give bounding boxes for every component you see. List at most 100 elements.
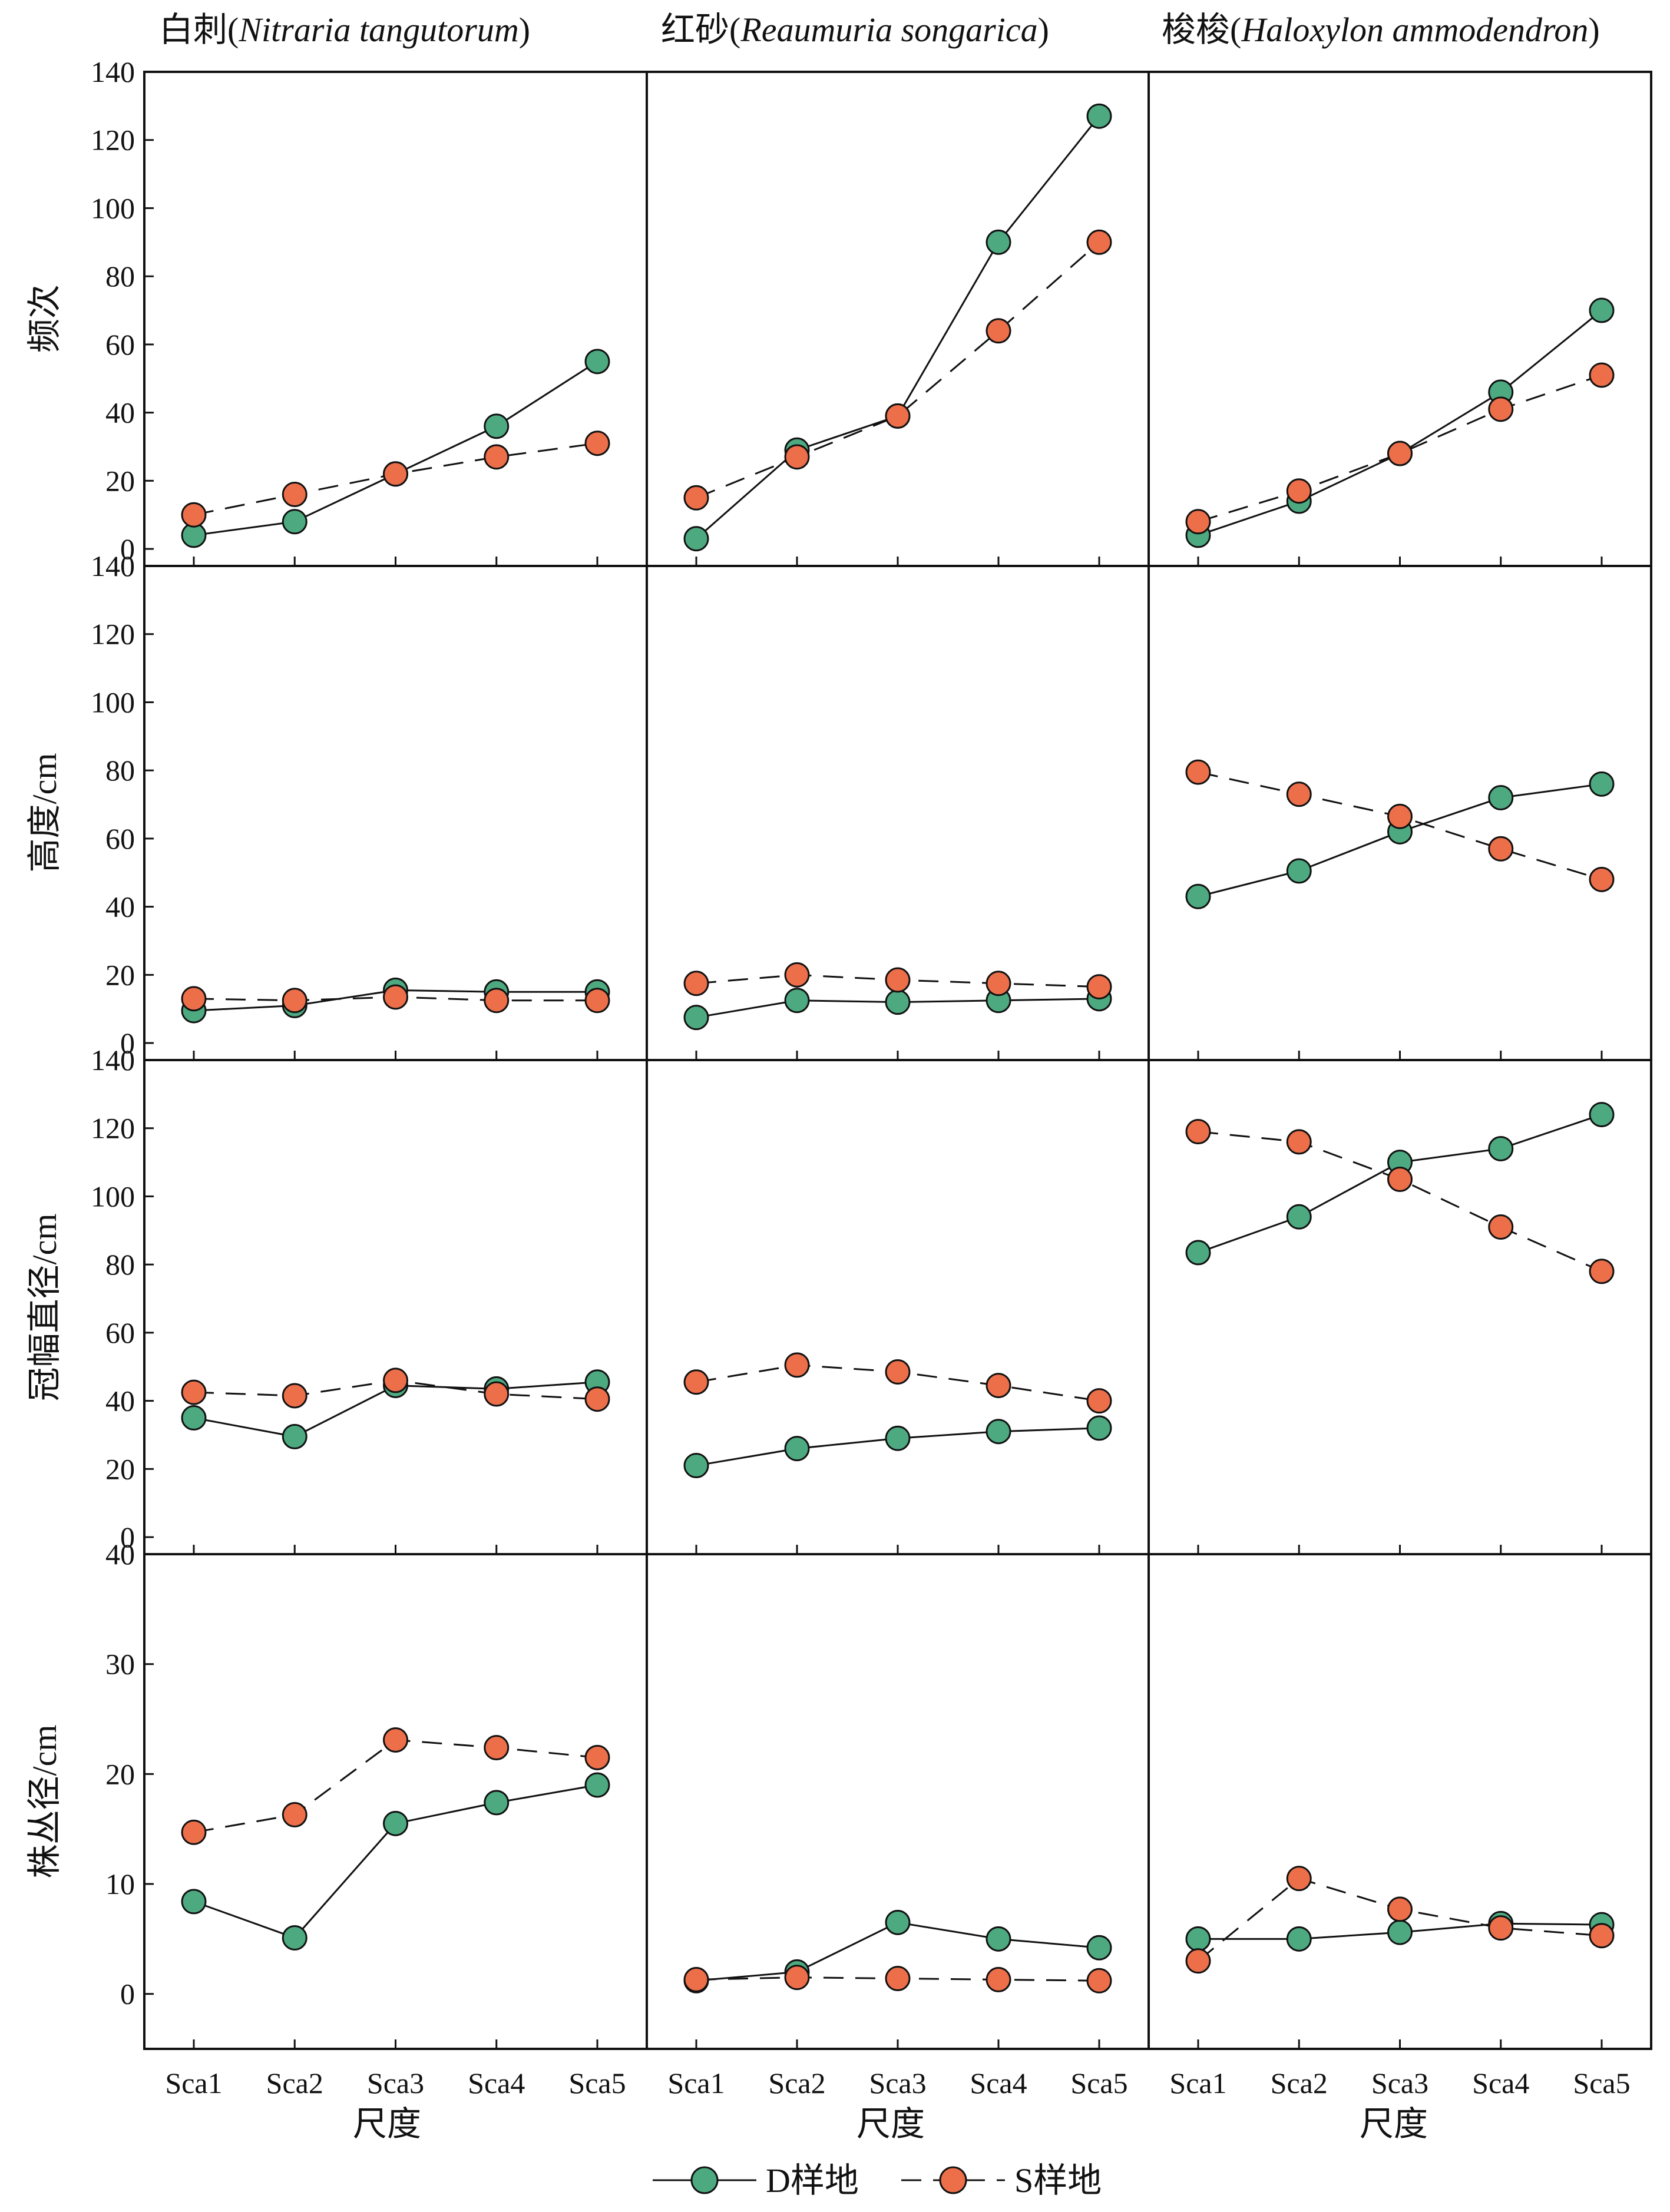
data-point-s-r0c0-0 bbox=[181, 502, 207, 528]
data-point-d-r0c1-3 bbox=[986, 229, 1011, 255]
data-point-s-r1c1-4 bbox=[1086, 974, 1112, 1000]
data-point-s-r3c0-4 bbox=[584, 1744, 610, 1770]
data-point-s-r3c2-3 bbox=[1488, 1915, 1514, 1941]
data-point-s-r2c2-3 bbox=[1488, 1214, 1514, 1240]
y-axis-label-crown-diameter: 冠幅直径/cm bbox=[25, 1214, 64, 1402]
y-tick-label-r2c0-60: 60 bbox=[105, 1316, 135, 1349]
y-tick-label-r1c0-100: 100 bbox=[91, 686, 135, 718]
panel-r1c1 bbox=[646, 565, 1150, 1061]
y-tick-label-r1c0-20: 20 bbox=[105, 958, 135, 991]
data-point-s-r2c1-3 bbox=[986, 1373, 1011, 1399]
chart-panels: 0204060801001201400204060801001201400204… bbox=[91, 55, 1652, 2100]
panel-frame-r3c2 bbox=[1147, 1553, 1652, 2050]
y-tick-label-r1c0-60: 60 bbox=[105, 822, 135, 855]
data-point-d-r1c1-1 bbox=[784, 988, 810, 1014]
data-point-d-r2c2-1 bbox=[1286, 1204, 1312, 1230]
data-point-s-r2c1-1 bbox=[784, 1352, 810, 1378]
y-tick-label-r2c0-120: 120 bbox=[91, 1112, 135, 1145]
data-point-s-r2c0-0 bbox=[181, 1379, 207, 1405]
y-tick-label-r2c0-40: 40 bbox=[105, 1385, 135, 1418]
data-point-s-r3c1-4 bbox=[1086, 1968, 1112, 1994]
data-point-d-r1c2-3 bbox=[1488, 784, 1514, 810]
panel-r2c2 bbox=[1147, 1059, 1652, 1555]
data-point-s-r0c0-4 bbox=[584, 431, 610, 456]
series-line-s-r0c2 bbox=[1198, 374, 1602, 523]
column-title-haloxylon: 梭梭(Haloxylon ammodendron) bbox=[1162, 11, 1600, 49]
x-tick-label-r3c1-Sca1: Sca1 bbox=[667, 2067, 725, 2100]
data-point-s-r0c1-3 bbox=[986, 318, 1011, 344]
data-point-s-r0c2-4 bbox=[1589, 362, 1615, 388]
x-tick-label-r3c2-Sca2: Sca2 bbox=[1271, 2067, 1328, 2100]
y-tick-label-r0c0-100: 100 bbox=[91, 191, 135, 224]
data-point-s-r2c0-4 bbox=[584, 1386, 610, 1412]
data-point-d-r2c1-4 bbox=[1086, 1415, 1112, 1441]
data-point-d-r3c1-2 bbox=[885, 1909, 911, 1935]
y-tick-label-r0c0-120: 120 bbox=[91, 124, 135, 157]
data-point-s-r3c2-4 bbox=[1589, 1923, 1615, 1949]
data-point-s-r1c1-3 bbox=[986, 971, 1011, 996]
data-point-d-r0c1-0 bbox=[683, 526, 709, 552]
x-tick-label-r3c1-Sca2: Sca2 bbox=[768, 2067, 825, 2100]
data-point-d-r0c2-4 bbox=[1589, 297, 1615, 323]
data-point-s-r1c0-3 bbox=[484, 988, 510, 1014]
data-point-s-r2c2-1 bbox=[1286, 1129, 1312, 1155]
panel-r0c1 bbox=[646, 71, 1150, 567]
series-line-d-r0c0 bbox=[193, 360, 598, 537]
data-point-d-r2c2-0 bbox=[1185, 1240, 1211, 1266]
series-line-d-r3c0 bbox=[193, 1784, 598, 1939]
data-point-s-r1c2-4 bbox=[1589, 866, 1615, 892]
data-point-s-r2c1-0 bbox=[683, 1369, 709, 1395]
data-point-d-r1c1-2 bbox=[885, 989, 911, 1015]
data-point-d-r2c1-0 bbox=[683, 1453, 709, 1479]
panel-r3c0: 0 10 20 30 40 Sca1 Sca2 Sca3 Sca4 Sca5 bbox=[105, 1538, 648, 2100]
y-tick-label-r0c0-140: 140 bbox=[91, 55, 135, 88]
panel-r0c0: 0 20 40 60 80 100 120 140 bbox=[91, 55, 648, 567]
y-tick-label-r0c0-0: 0 bbox=[120, 532, 135, 565]
data-point-d-r0c0-4 bbox=[584, 349, 610, 375]
x-axis-label-col1: 尺度 bbox=[353, 2105, 421, 2143]
panel-r0c2 bbox=[1147, 71, 1652, 567]
data-point-s-r1c1-2 bbox=[885, 967, 911, 993]
data-point-s-r0c1-0 bbox=[683, 485, 709, 511]
data-point-s-r3c2-2 bbox=[1387, 1896, 1413, 1922]
data-point-s-r0c0-3 bbox=[484, 444, 510, 470]
legend-d-marker bbox=[690, 2166, 719, 2194]
column-titles: 白刺(Nitraria tangutorum) 红砂(Reaumuria son… bbox=[159, 11, 1600, 49]
y-tick-label-r0c0-60: 60 bbox=[105, 328, 135, 361]
data-point-d-r3c2-2 bbox=[1387, 1919, 1413, 1945]
x-tick-label-r3c2-Sca1: Sca1 bbox=[1169, 2067, 1226, 2100]
data-point-s-r0c0-2 bbox=[383, 461, 408, 487]
panel-r2c1 bbox=[646, 1059, 1150, 1555]
x-tick-label-r3c0-Sca3: Sca3 bbox=[367, 2067, 424, 2100]
x-tick-label-r3c2-Sca5: Sca5 bbox=[1573, 2067, 1630, 2100]
data-point-d-r2c0-0 bbox=[181, 1405, 207, 1431]
data-point-d-r0c1-4 bbox=[1086, 103, 1112, 129]
data-point-d-r1c2-0 bbox=[1185, 883, 1211, 909]
y-axis-label-clump-diameter: 株丛径/cm bbox=[25, 1725, 64, 1879]
panel-r3c2: Sca1 Sca2 Sca3 Sca4 Sca5 bbox=[1147, 1553, 1652, 2100]
y-tick-label-r1c0-80: 80 bbox=[105, 754, 135, 787]
data-point-d-r3c0-1 bbox=[282, 1925, 307, 1951]
data-point-d-r3c0-0 bbox=[181, 1889, 207, 1915]
data-point-s-r3c0-2 bbox=[383, 1727, 408, 1753]
panel-frame-r2c0 bbox=[143, 1059, 648, 1555]
y-tick-label-r2c0-20: 20 bbox=[105, 1452, 135, 1485]
series-line-d-r0c2 bbox=[1198, 309, 1602, 537]
data-point-s-r1c2-0 bbox=[1185, 759, 1211, 785]
panel-frame-r2c2 bbox=[1147, 1059, 1652, 1555]
panel-frame-r2c1 bbox=[646, 1059, 1150, 1555]
data-point-d-r1c2-1 bbox=[1286, 858, 1312, 884]
data-point-d-r2c2-3 bbox=[1488, 1135, 1514, 1161]
data-point-s-r3c2-0 bbox=[1185, 1948, 1211, 1974]
data-point-s-r2c0-3 bbox=[484, 1381, 510, 1407]
row-y-labels: 频次 高度/cm 冠幅直径/cm 株丛径/cm bbox=[25, 284, 64, 1879]
y-tick-label-r3c0-30: 30 bbox=[105, 1648, 135, 1681]
y-tick-label-r0c0-20: 20 bbox=[105, 464, 135, 497]
x-tick-label-r3c2-Sca4: Sca4 bbox=[1472, 2067, 1529, 2100]
data-point-s-r1c2-3 bbox=[1488, 836, 1514, 862]
data-point-s-r2c0-1 bbox=[282, 1383, 307, 1409]
data-point-d-r3c1-3 bbox=[986, 1926, 1011, 1952]
series-line-d-r0c1 bbox=[696, 115, 1100, 539]
column-title-reaumuria: 红砂(Reaumuria songarica) bbox=[661, 11, 1049, 49]
